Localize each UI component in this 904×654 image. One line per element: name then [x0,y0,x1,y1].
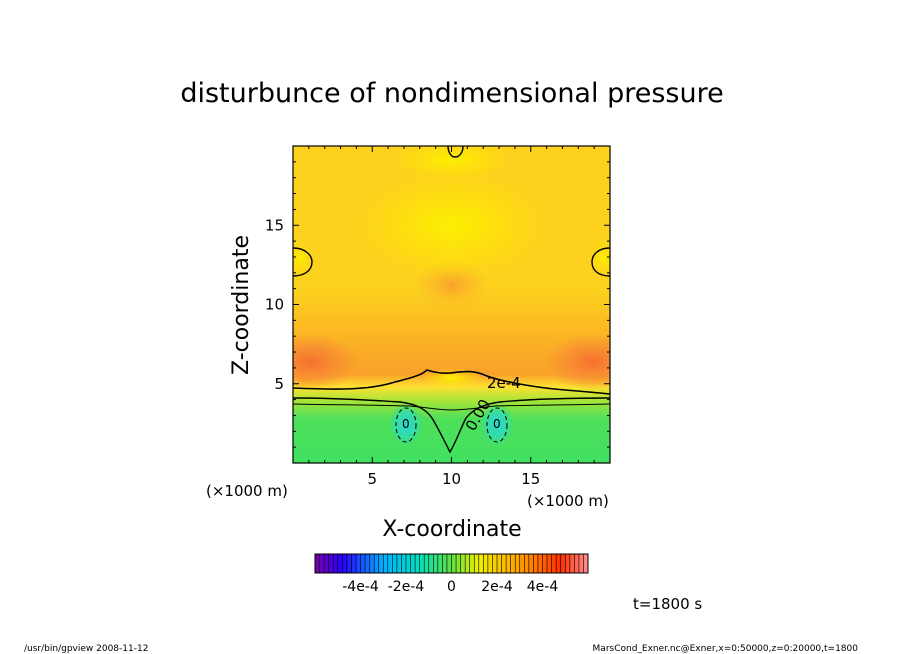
y-tick-label: 5 [274,375,284,393]
contour-label: 0 [402,417,410,431]
x-axis-label: X-coordinate [382,517,521,542]
y-tick-label: 15 [265,216,284,234]
x-tick-label: 15 [521,470,540,488]
y-tick-labels: 5 10 15 [265,216,284,393]
x-tick-labels: 5 10 15 [367,470,540,488]
time-label: t=1800 s [633,595,702,613]
colorbar-tick-label: -4e-4 [342,579,379,595]
colorbar-tick-label: -2e-4 [388,579,425,595]
colorbar-lines [319,554,584,573]
y-axis-label: Z-coordinate [229,235,254,375]
footer-left: /usr/bin/gpview 2008-11-12 [24,644,148,654]
y-unit-label: (×1000 m) [206,482,288,500]
colorbar: -4e-4 -2e-4 0 2e-4 4e-4 [314,553,589,595]
y-tick-label: 10 [265,296,284,314]
colorbar-tick-label: 2e-4 [481,579,513,595]
contour-label: 2e-4 [487,374,521,392]
contour-label: 0 [493,417,501,431]
footer-right: MarsCond_Exner.nc@Exner,x=0:50000,z=0:20… [593,644,859,654]
heatmap-field [293,146,610,463]
x-tick-label: 5 [367,470,377,488]
colorbar-tick-label: 4e-4 [527,579,559,595]
x-tick-label: 10 [442,470,461,488]
contour-lines [293,146,610,454]
axis-ticks [292,145,611,464]
colorbar-tick-label: 0 [447,579,456,595]
x-unit-label: (×1000 m) [527,492,609,510]
chart-title: disturbunce of nondimensional pressure [180,78,723,109]
